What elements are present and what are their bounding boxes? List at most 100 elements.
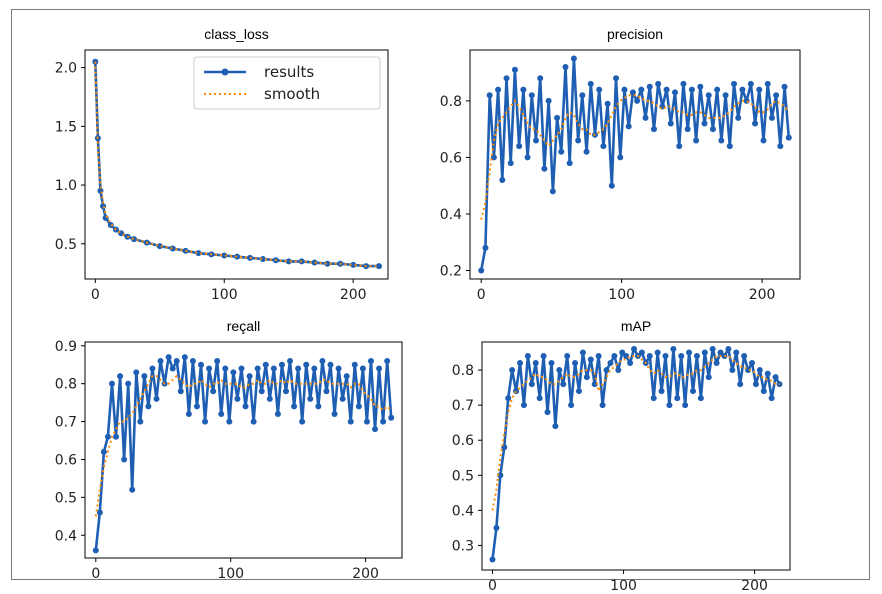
results-point bbox=[731, 80, 737, 87]
results-point bbox=[520, 402, 527, 409]
y-tick-label: 0.3 bbox=[452, 538, 474, 554]
results-point bbox=[254, 365, 261, 372]
results-point bbox=[737, 381, 744, 388]
results-point bbox=[777, 143, 784, 150]
results-point bbox=[583, 148, 590, 155]
results-point bbox=[674, 395, 681, 402]
results-point bbox=[532, 360, 539, 367]
results-point bbox=[303, 361, 310, 368]
results-point bbox=[157, 357, 164, 364]
results-point bbox=[603, 367, 610, 374]
results-point bbox=[627, 360, 634, 367]
chart-panel-3: mAP 0 100 200 0.3 0.4 0.5 0.6 0.7 0.8 bbox=[452, 318, 791, 594]
results-point bbox=[246, 373, 253, 380]
results-point bbox=[693, 353, 700, 360]
results-point bbox=[100, 203, 107, 210]
results-point bbox=[760, 388, 767, 395]
results-point bbox=[350, 261, 357, 268]
results-point bbox=[517, 360, 524, 367]
results-point bbox=[564, 353, 571, 360]
results-point bbox=[572, 360, 579, 367]
results-point bbox=[319, 357, 326, 364]
chart-title: reçall bbox=[227, 318, 260, 334]
results-point bbox=[324, 260, 331, 267]
results-point bbox=[169, 365, 176, 372]
results-point bbox=[554, 114, 561, 121]
results-point bbox=[331, 411, 338, 417]
y-tick-label: 0.5 bbox=[55, 490, 77, 506]
results-point bbox=[198, 361, 205, 368]
results-point bbox=[282, 388, 289, 395]
results-point bbox=[684, 126, 691, 133]
results-point bbox=[299, 418, 306, 425]
results-point bbox=[662, 353, 669, 360]
results-point bbox=[367, 357, 374, 364]
results-point bbox=[607, 360, 614, 367]
results-point bbox=[615, 367, 622, 374]
results-point bbox=[726, 143, 733, 150]
results-point bbox=[756, 367, 763, 374]
results-point bbox=[595, 353, 602, 360]
results-point bbox=[743, 97, 750, 104]
y-tick-label: 0.9 bbox=[55, 339, 77, 355]
results-point bbox=[785, 134, 792, 141]
y-tick-label: 0.8 bbox=[440, 94, 462, 110]
results-point bbox=[509, 367, 516, 374]
results-point bbox=[658, 388, 665, 395]
results-point bbox=[181, 354, 188, 361]
results-point bbox=[482, 244, 489, 251]
results-point bbox=[768, 114, 775, 121]
results-point bbox=[670, 346, 677, 353]
results-point bbox=[291, 403, 298, 410]
results-point bbox=[528, 381, 535, 388]
results-point bbox=[327, 361, 334, 368]
y-tick-label: 0.7 bbox=[452, 398, 474, 414]
results-point bbox=[287, 357, 294, 364]
chart-panel-1: precision 0 100 200 0.2 0.4 0.6 0.8 bbox=[440, 26, 801, 303]
results-point bbox=[701, 349, 708, 356]
results-point bbox=[729, 367, 736, 374]
results-point bbox=[169, 245, 176, 252]
x-tick-label: 0 bbox=[488, 578, 497, 594]
results-point bbox=[285, 258, 292, 265]
results-point bbox=[541, 165, 548, 172]
results-point bbox=[351, 361, 358, 368]
y-tick-label: 0.4 bbox=[452, 503, 474, 519]
results-point bbox=[528, 92, 535, 99]
results-point bbox=[274, 411, 281, 417]
results-point bbox=[654, 349, 661, 356]
results-point bbox=[611, 353, 618, 360]
results-point bbox=[544, 409, 551, 416]
results-point bbox=[752, 381, 759, 388]
x-tick-label: 200 bbox=[749, 287, 776, 303]
y-tick-label: 2.0 bbox=[55, 61, 77, 77]
results-point bbox=[520, 86, 527, 93]
legend-box bbox=[193, 56, 381, 110]
y-tick-label: 0.5 bbox=[55, 237, 77, 253]
results-point bbox=[524, 353, 531, 360]
series-results-line bbox=[479, 57, 791, 271]
results-point bbox=[234, 395, 241, 402]
results-point bbox=[638, 349, 645, 356]
y-tick-label: 0.4 bbox=[55, 528, 77, 544]
results-point bbox=[558, 148, 565, 155]
results-point bbox=[503, 75, 510, 82]
results-point bbox=[697, 395, 704, 402]
x-tick-label: 100 bbox=[211, 287, 238, 303]
results-point bbox=[764, 80, 771, 87]
results-point bbox=[705, 92, 712, 99]
results-point bbox=[363, 418, 370, 425]
results-point bbox=[733, 349, 740, 356]
results-point bbox=[315, 403, 322, 410]
results-point bbox=[230, 369, 237, 376]
y-tick-label: 1.5 bbox=[55, 119, 77, 135]
results-point bbox=[375, 263, 382, 270]
x-tick-label: 0 bbox=[477, 287, 486, 303]
results-point bbox=[96, 509, 103, 516]
results-point bbox=[372, 426, 379, 433]
results-point bbox=[234, 253, 241, 260]
results-point bbox=[125, 380, 132, 387]
results-point bbox=[242, 403, 249, 410]
y-tick-label: 1.0 bbox=[55, 178, 77, 194]
results-point bbox=[173, 357, 180, 364]
